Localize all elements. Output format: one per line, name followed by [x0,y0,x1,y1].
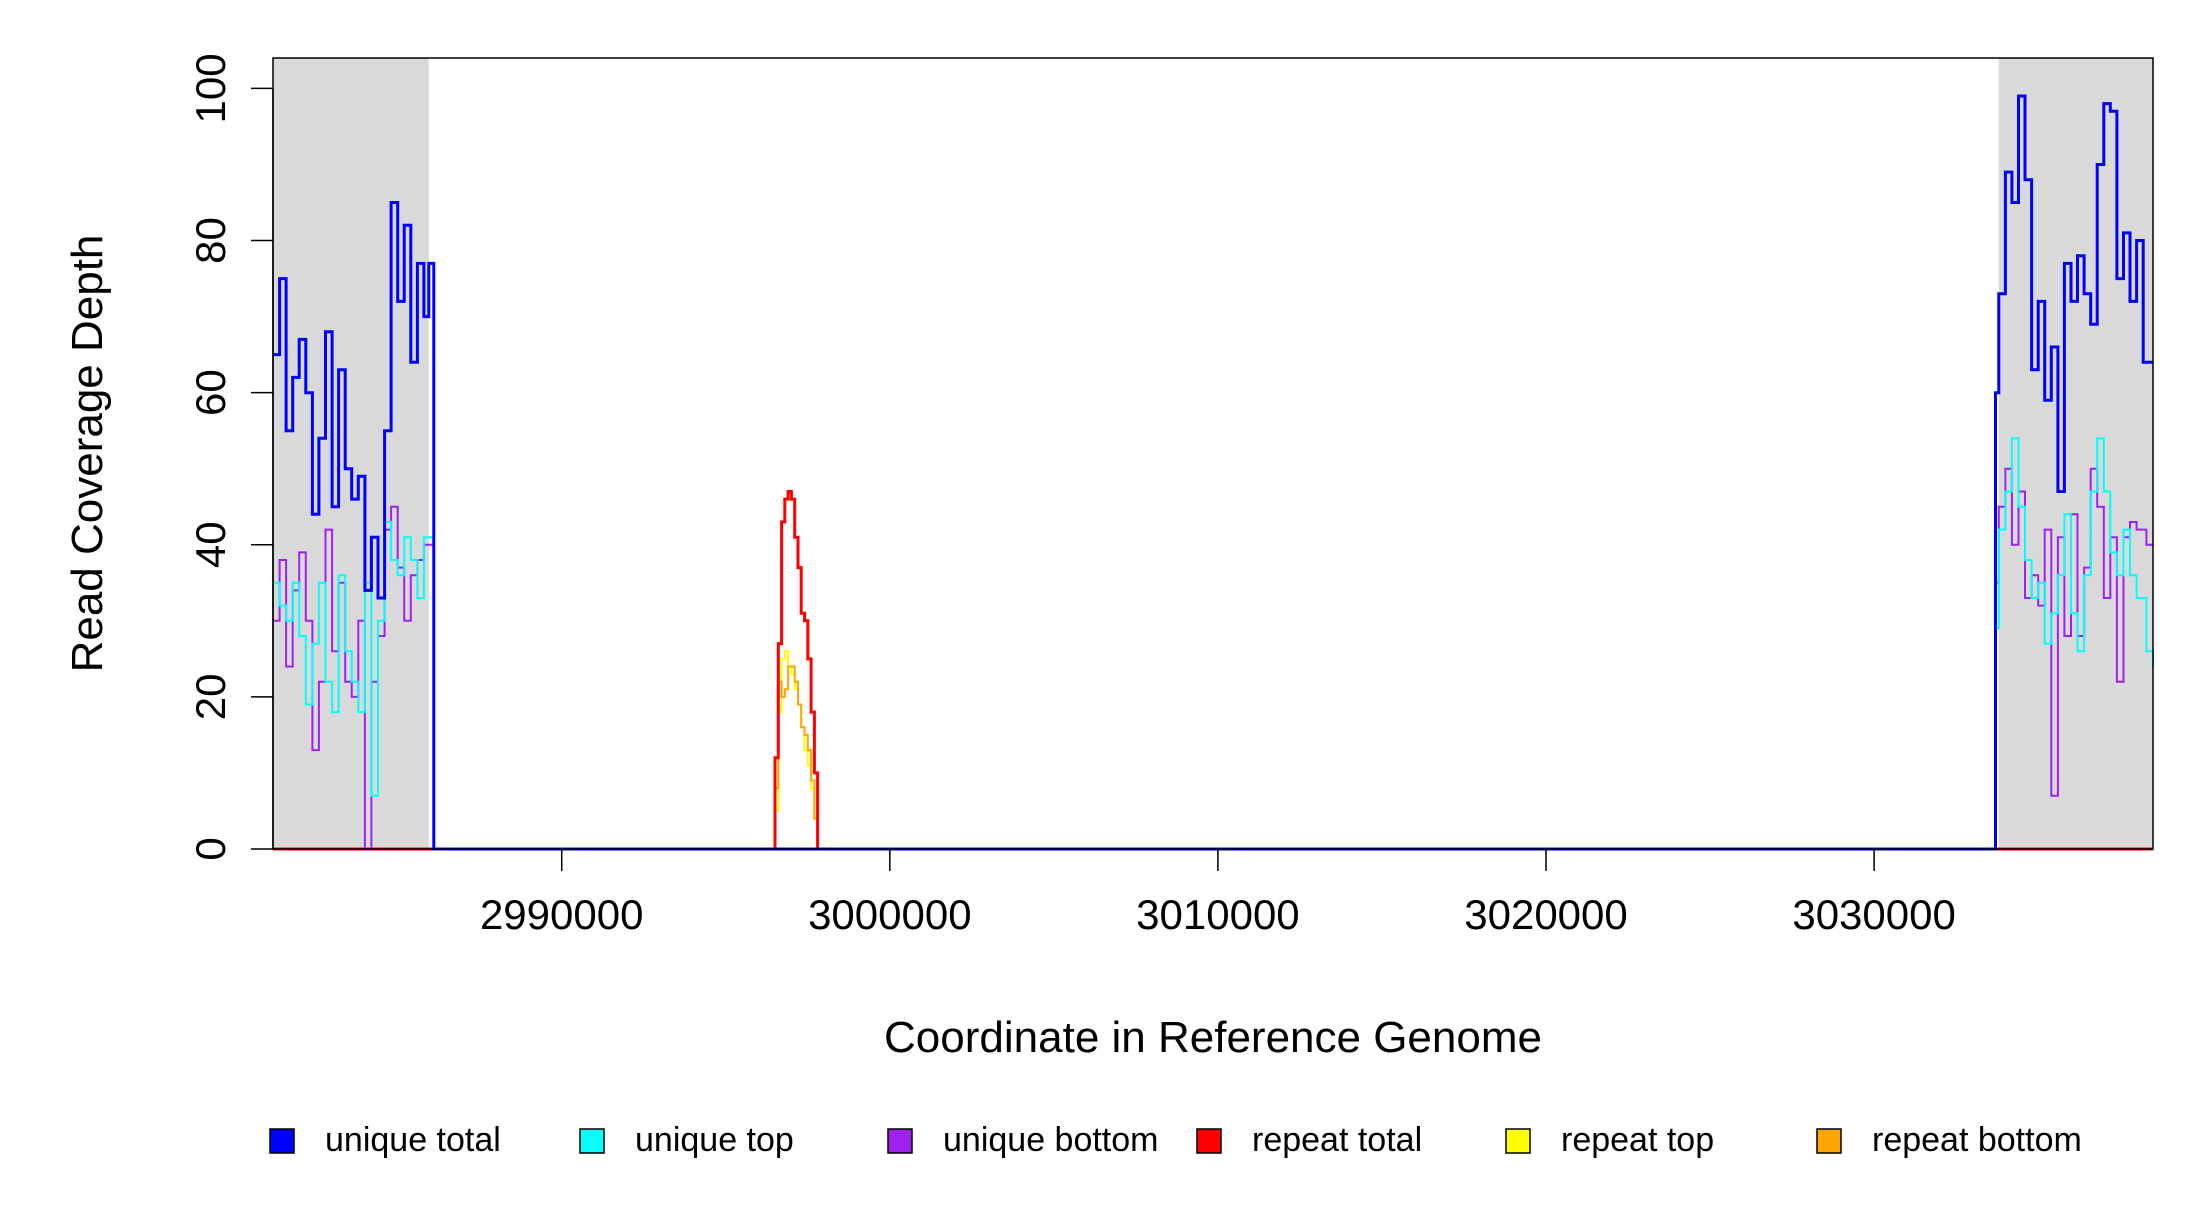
series-lines [273,94,2154,851]
legend-label-unique-top: unique top [635,1121,794,1159]
series-line-repeat-total [273,490,2153,851]
series-line-unique-total [273,94,2153,851]
legend-swatch-repeat-bottom [1816,1128,1842,1154]
legend-swatch-unique-top [579,1128,605,1154]
legend-swatch-repeat-total [1196,1128,1222,1154]
shaded-region-2 [1998,58,2153,849]
x-tick-label: 3000000 [808,891,972,938]
x-tick-label: 3010000 [1136,891,1300,938]
series-line-unique-top [273,437,2154,850]
legend-label-repeat-total: repeat total [1252,1121,1422,1159]
series-line-repeat-top [273,650,2153,850]
legend-label-unique-bottom: unique bottom [943,1121,1159,1159]
series-line-repeat-bottom [273,665,2153,850]
shaded-region-1 [273,58,429,849]
x-axis-label: Coordinate in Reference Genome [884,1013,1542,1062]
y-tick-label: 20 [187,674,234,721]
y-axis: 0 20 40 60 80 100 [187,53,274,861]
legend-swatch-unique-total [269,1128,295,1154]
y-axis-label: Read Coverage Depth [63,235,112,673]
y-tick-label: 100 [187,53,234,123]
legend-swatch-unique-bottom [887,1128,913,1154]
plot-frame [272,57,2154,850]
y-tick-label: 40 [187,521,234,568]
x-tick-label: 2990000 [480,891,644,938]
legend: unique total unique top unique bottom repea… [269,1121,2082,1159]
legend-label-unique-total: unique total [325,1121,501,1159]
y-tick-label: 60 [187,369,234,416]
x-axis: 2990000 3000000 3010000 3020000 3030000 [480,849,1956,938]
shaded-regions [273,58,2153,849]
legend-label-repeat-top: repeat top [1561,1121,1714,1159]
y-tick-label: 80 [187,217,234,264]
series-line-unique-bottom [273,467,2153,850]
legend-swatch-repeat-top [1505,1128,1531,1154]
x-tick-label: 3030000 [1792,891,1956,938]
x-tick-label: 3020000 [1464,891,1628,938]
y-tick-label: 0 [187,837,234,860]
legend-label-repeat-bottom: repeat bottom [1872,1121,2082,1159]
